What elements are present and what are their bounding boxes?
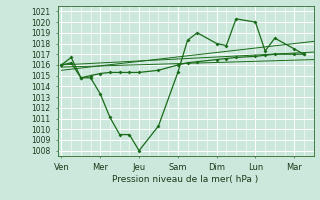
X-axis label: Pression niveau de la mer( hPa ): Pression niveau de la mer( hPa ) [112, 175, 259, 184]
